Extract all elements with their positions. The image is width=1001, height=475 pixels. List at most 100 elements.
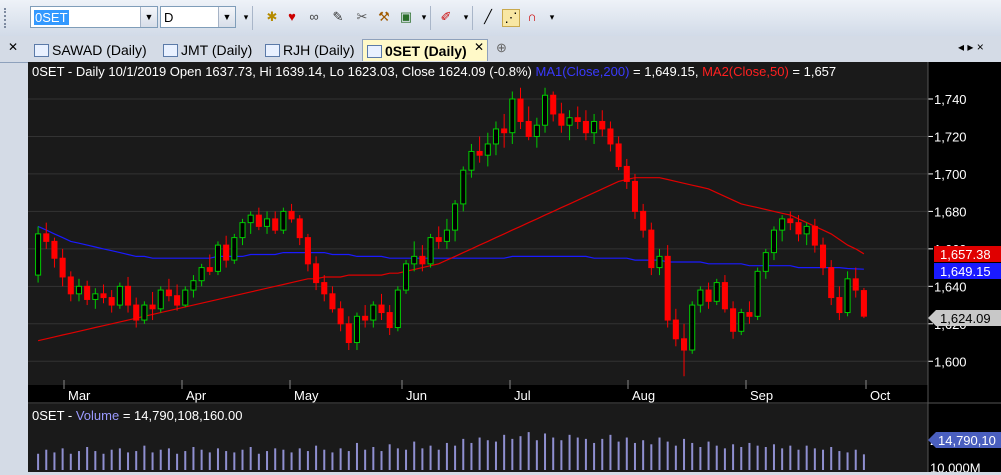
candle	[288, 203, 295, 223]
chevron-down-icon[interactable]: ▼	[140, 7, 157, 27]
close-price-tag: 1,624.09	[928, 310, 1001, 326]
candle-body	[247, 214, 254, 224]
close-icon[interactable]: ✕	[8, 40, 19, 54]
glasses-icon[interactable]: ∞	[309, 9, 319, 24]
candle-body	[419, 255, 426, 265]
candle	[378, 293, 385, 321]
interval-input[interactable]: D	[164, 10, 174, 25]
candle	[533, 117, 540, 148]
candle-body	[852, 278, 859, 291]
candle-body	[231, 237, 238, 261]
chevron-down-icon[interactable]: ▾	[463, 12, 469, 22]
candle-body	[795, 222, 802, 235]
candle	[419, 245, 426, 272]
hammer-icon[interactable]: ⚒	[378, 9, 390, 24]
tab-0set[interactable]: 0SET (Daily)	[362, 39, 488, 61]
tab-sawad[interactable]: SAWAD (Daily)	[30, 39, 156, 61]
candle-body	[321, 282, 328, 295]
tab-label: JMT (Daily)	[181, 42, 253, 58]
volume-bar	[683, 438, 686, 470]
candle	[108, 290, 115, 313]
volume-bar	[691, 442, 694, 470]
draw-line-icon[interactable]: ╱	[484, 9, 492, 24]
candle-body	[165, 289, 172, 297]
volume-bar	[274, 448, 277, 470]
volume-bar	[396, 448, 399, 470]
chart-svg[interactable]: 1,6001,6201,6401,6601,6801,7001,7201,740…	[28, 62, 1001, 475]
dotted-line-icon[interactable]: ⋰	[502, 9, 520, 27]
volume-bar	[208, 452, 211, 470]
y-tick-label: 1,640	[934, 279, 967, 294]
x-tick-label: Oct	[870, 388, 891, 403]
candle-body	[525, 120, 532, 137]
tab-nav-icon[interactable]: ◂ ▸ ×	[958, 40, 984, 54]
candle	[452, 200, 459, 242]
volume-bar	[699, 447, 702, 470]
volume-bar	[380, 451, 383, 470]
close-icon[interactable]: ✕	[474, 40, 485, 54]
interval-combo[interactable]: D ▼	[160, 6, 236, 28]
new-tab-icon[interactable]: ⊕	[496, 40, 507, 55]
volume-price-tag: 14,790,10	[928, 432, 1001, 448]
candle-body	[255, 214, 262, 227]
overflow-icon[interactable]: ▾	[549, 12, 555, 22]
tools-icon[interactable]: ✂	[356, 9, 368, 24]
volume-value: = 14,790,108,160.00	[119, 408, 242, 423]
magnet-icon[interactable]: ∩	[527, 9, 537, 24]
edit-icon[interactable]: ✎	[332, 9, 344, 24]
candle	[631, 173, 639, 219]
candle	[411, 241, 418, 272]
candle	[116, 282, 123, 309]
candle	[623, 158, 630, 189]
candle-body	[599, 120, 606, 130]
candle-body	[84, 285, 91, 300]
ma2-label: MA2(Close,50)	[702, 64, 789, 79]
candle-body	[100, 293, 107, 299]
toolbar-grip[interactable]	[4, 8, 9, 28]
volume-bar	[118, 448, 121, 470]
candle-body	[75, 285, 83, 295]
tab-jmt[interactable]: JMT (Daily)	[159, 39, 259, 61]
overflow-icon[interactable]: ▾	[421, 12, 427, 22]
candle	[705, 282, 712, 309]
candle-body	[836, 297, 843, 314]
volume-bar	[797, 449, 800, 470]
price-pane[interactable]	[28, 62, 928, 385]
x-tick-label: Aug	[632, 388, 655, 403]
volume-bar	[715, 445, 718, 470]
candle-body	[705, 289, 712, 302]
candle	[239, 218, 246, 246]
candle-body	[779, 218, 786, 231]
tab-rjh[interactable]: RJH (Daily)	[261, 39, 361, 61]
symbol-input[interactable]: 0SET	[34, 10, 69, 25]
chart-area[interactable]: 1,6001,6201,6401,6601,6801,7001,7201,740…	[28, 62, 1001, 475]
pencil-color-icon[interactable]: ✐	[440, 9, 452, 24]
volume-bar	[127, 452, 130, 470]
ma1-price-tag: 1,649.15	[934, 263, 1001, 279]
candle-body	[190, 280, 197, 291]
volume-bar	[789, 445, 792, 470]
volume-bar	[249, 447, 252, 470]
volume-bar	[584, 438, 587, 470]
volume-bar	[216, 448, 219, 470]
volume-bar	[102, 453, 105, 470]
candle-body	[394, 289, 401, 329]
volume-bar	[372, 447, 375, 470]
x-tick-label: May	[294, 388, 319, 403]
symbol-combo[interactable]: 0SET ▼	[30, 6, 158, 28]
candle	[370, 301, 377, 328]
favorites-icon[interactable]: ♥	[288, 9, 296, 24]
y-tick-label: 1,700	[934, 167, 967, 182]
volume-bar	[674, 445, 677, 470]
candle-body	[672, 319, 679, 340]
candle-body	[329, 293, 336, 310]
overflow-icon[interactable]: ▾	[243, 12, 249, 22]
candle	[680, 323, 688, 377]
volume-bar	[405, 449, 408, 470]
ma2-line	[37, 177, 865, 342]
export-icon[interactable]: ▣	[399, 9, 413, 24]
settings-icon[interactable]: ✱	[266, 9, 278, 24]
candle	[35, 226, 42, 283]
candle-body	[844, 278, 851, 314]
chevron-down-icon[interactable]: ▼	[218, 7, 235, 27]
